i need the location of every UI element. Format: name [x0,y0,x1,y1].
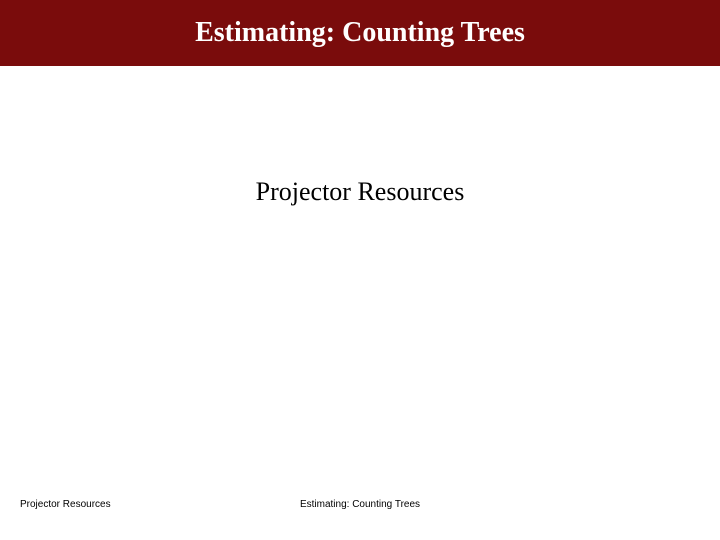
subtitle-text: Projector Resources [0,177,720,207]
header-title: Estimating: Counting Trees [195,17,525,49]
footer-center-text: Estimating: Counting Trees [0,499,720,510]
header-bar: Estimating: Counting Trees [0,0,720,66]
